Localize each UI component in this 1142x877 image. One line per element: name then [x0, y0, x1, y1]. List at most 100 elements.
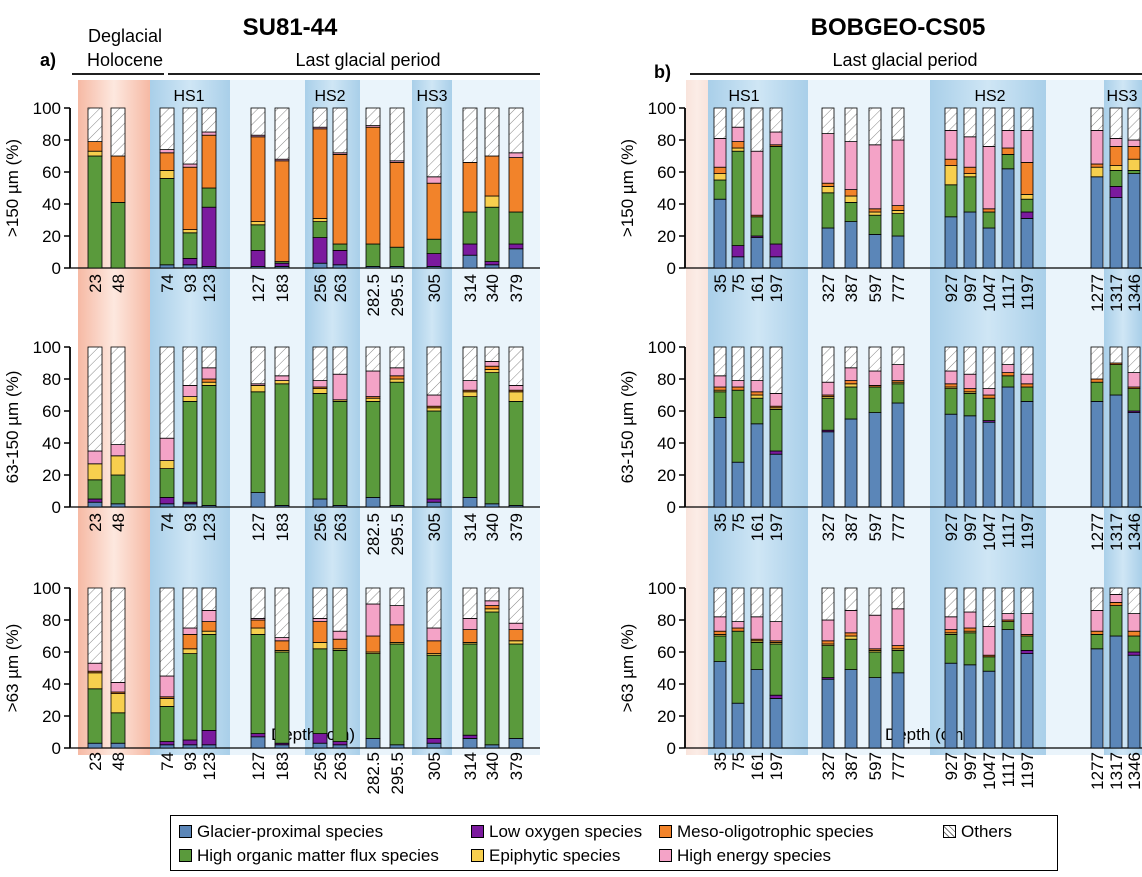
bar-segment — [1001, 129, 1015, 149]
bar-segment — [110, 455, 126, 476]
bar-segment — [462, 396, 478, 498]
bar-segment — [944, 370, 958, 385]
bar-segment — [944, 165, 958, 186]
bar-segment — [426, 238, 442, 254]
bar-segment — [159, 468, 175, 498]
bar-segment — [462, 496, 478, 508]
bar-segment — [1127, 630, 1141, 637]
bar-segment — [365, 107, 381, 127]
bar-segment — [1020, 193, 1034, 200]
bar-segment — [1109, 185, 1123, 198]
bar-segment — [868, 587, 882, 616]
bar-segment — [462, 161, 478, 213]
bar-segment — [731, 702, 745, 749]
bar-segment — [87, 450, 103, 465]
bar-segment — [201, 610, 217, 623]
bar-segment — [110, 155, 126, 203]
bar-segment — [201, 131, 217, 136]
y-axis-label: >63 µm (%) — [3, 624, 22, 713]
bar-segment — [1020, 386, 1034, 402]
bar-segment — [963, 166, 977, 174]
y-tick-label: 20 — [42, 466, 61, 485]
bar-segment — [1090, 610, 1104, 632]
bar-segment — [1001, 613, 1015, 621]
x-tick-label: 282.5 — [364, 274, 383, 317]
bar-segment — [508, 587, 524, 624]
bar-segment — [312, 346, 328, 381]
bar-segment — [982, 208, 996, 213]
bar-segment — [982, 227, 996, 269]
bar-segment — [963, 611, 977, 629]
bar-segment — [944, 216, 958, 269]
period-band — [686, 80, 708, 755]
bar-segment — [821, 182, 835, 187]
bar-segment — [750, 394, 764, 399]
bar-segment — [1090, 129, 1104, 165]
x-tick-label: 1317 — [1107, 752, 1126, 790]
bar-segment — [731, 150, 745, 246]
x-tick-label: 305 — [425, 513, 444, 541]
bar-segment — [484, 744, 500, 749]
x-tick-label: 777 — [889, 752, 908, 780]
x-tick-label: 927 — [942, 274, 961, 302]
bar-segment — [963, 415, 977, 508]
x-tick-label: 23 — [86, 274, 105, 293]
x-tick-label: 127 — [249, 513, 268, 541]
bar-segment — [250, 619, 266, 629]
legend-item-organic: High organic matter flux species — [179, 846, 439, 866]
bar-segment — [891, 205, 905, 211]
bar-segment — [110, 742, 126, 749]
x-tick-label: 327 — [819, 752, 838, 780]
bar-segment — [868, 144, 882, 210]
bar-segment — [821, 397, 835, 431]
bar-segment — [769, 145, 783, 245]
bar-segment — [713, 137, 727, 168]
bar-segment — [508, 107, 524, 154]
bar-segment — [1109, 605, 1123, 637]
x-tick-label: 1346 — [1125, 513, 1142, 551]
bar-segment — [982, 107, 996, 147]
bar-segment — [312, 380, 328, 388]
bar-segment — [1020, 373, 1034, 385]
bar-segment — [87, 587, 103, 664]
x-tick-label: 997 — [961, 274, 980, 302]
bar-segment — [891, 587, 905, 610]
bar-segment — [1020, 650, 1034, 655]
bar-segment — [844, 418, 858, 508]
x-tick-label: 75 — [729, 752, 748, 771]
bar-segment — [769, 621, 783, 642]
bar-segment — [365, 243, 381, 267]
bar-segment — [844, 141, 858, 191]
x-tick-label: 997 — [961, 513, 980, 541]
bar-segment — [750, 642, 764, 671]
bar-segment — [963, 211, 977, 269]
x-tick-label: 997 — [961, 752, 980, 780]
bar-segment — [868, 214, 882, 235]
bar-segment — [982, 145, 996, 210]
bar-segment — [201, 107, 217, 133]
x-tick-label: 183 — [273, 513, 292, 541]
bar-segment — [159, 169, 175, 179]
bar-segment — [1020, 161, 1034, 195]
bar-segment — [1001, 372, 1015, 377]
x-tick-label: 1047 — [980, 513, 999, 551]
bar-segment — [312, 237, 328, 264]
y-tick-label: 80 — [42, 131, 61, 150]
legend: Glacier-proximal species Low oxygen spec… — [170, 815, 1058, 871]
x-tick-label: 777 — [889, 274, 908, 302]
bar-segment — [1090, 378, 1104, 383]
x-tick-label: 123 — [200, 513, 219, 541]
bar-segment — [508, 211, 524, 245]
bar-segment — [201, 744, 217, 749]
bar-segment — [1090, 346, 1104, 380]
y-tick-label: 0 — [667, 498, 676, 517]
y-axis-label: >150 µm (%) — [618, 139, 637, 237]
bar-segment — [508, 152, 524, 159]
x-tick-label: 23 — [86, 752, 105, 771]
bar-segment — [731, 380, 745, 388]
bar-segment — [182, 107, 198, 165]
panel-b-hs1-label: HS1 — [728, 88, 759, 105]
bar-segment — [312, 217, 328, 222]
bar-segment — [821, 227, 835, 269]
bar-segment — [426, 498, 442, 503]
